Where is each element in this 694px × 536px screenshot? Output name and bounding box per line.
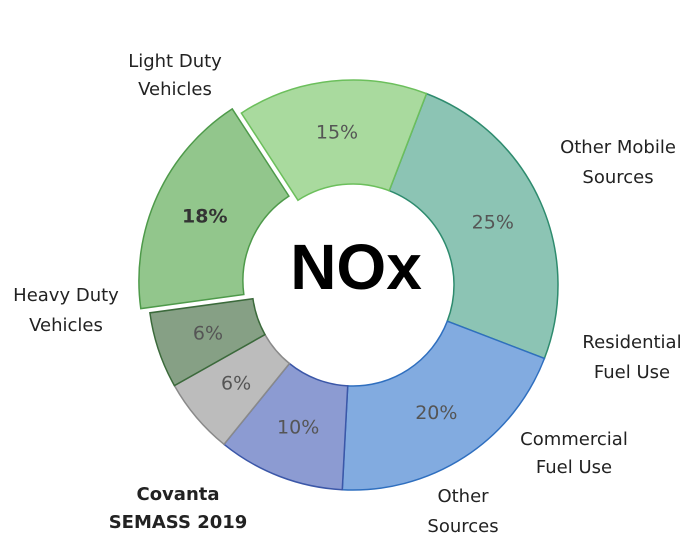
category-label: Sources <box>427 516 498 536</box>
data-label: 6% <box>193 322 223 344</box>
category-label: Light Duty <box>128 51 222 72</box>
category-label: Heavy Duty <box>13 285 119 306</box>
donut-segment <box>240 79 428 202</box>
center-label: NOx <box>290 231 422 303</box>
donut-segment <box>388 92 559 360</box>
category-label: Residential <box>582 332 681 353</box>
category-label: SEMASS 2019 <box>109 512 248 533</box>
donut-segment <box>341 320 546 491</box>
category-label: Fuel Use <box>594 362 670 383</box>
category-label: Vehicles <box>29 315 103 336</box>
category-label: Commercial <box>520 429 628 450</box>
data-label: 25% <box>472 211 514 233</box>
data-label: 10% <box>277 416 319 438</box>
data-label: 18% <box>182 206 227 228</box>
data-label: 15% <box>316 121 358 143</box>
category-label: Other Mobile <box>560 137 676 158</box>
category-label: Covanta <box>136 484 219 505</box>
category-label: Sources <box>582 167 653 188</box>
donut-segment <box>149 297 267 387</box>
category-label: Other <box>437 486 489 507</box>
data-label: 6% <box>221 372 251 394</box>
data-label: 20% <box>415 402 457 424</box>
category-label: Fuel Use <box>536 457 612 478</box>
category-label: Vehicles <box>138 79 212 100</box>
donut-segment <box>138 107 290 310</box>
